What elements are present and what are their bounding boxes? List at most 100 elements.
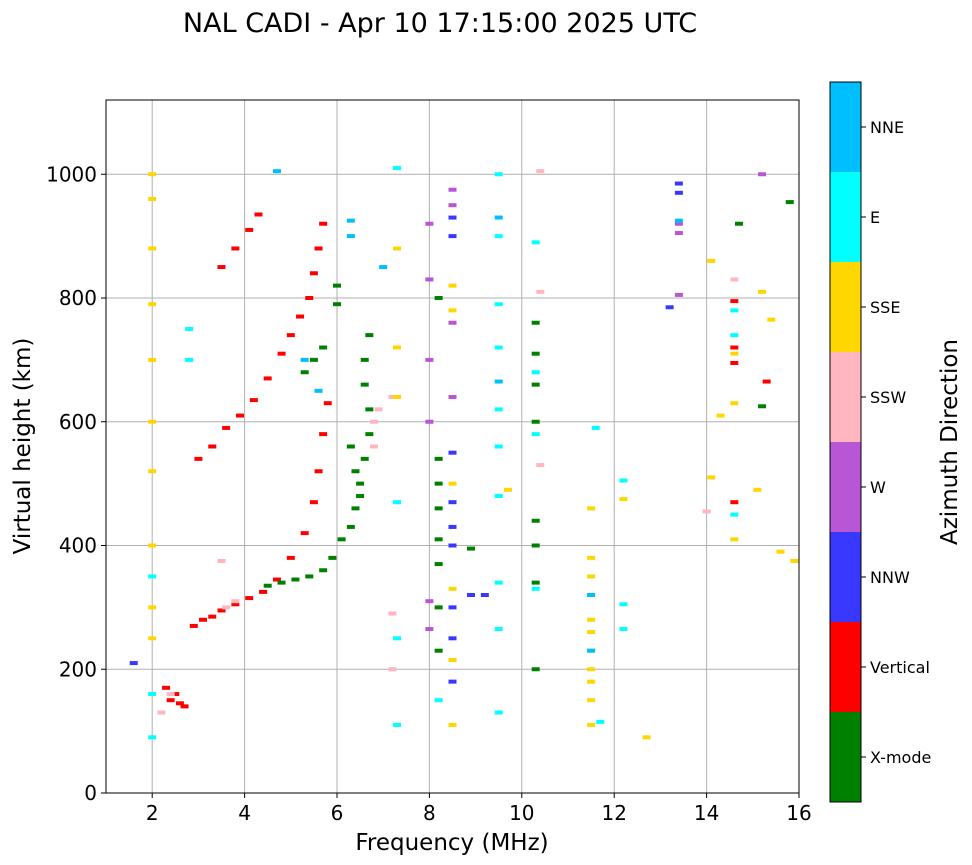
data-point-vertical xyxy=(175,701,184,706)
data-point-vertical xyxy=(296,314,305,319)
data-point-x-mode xyxy=(758,404,767,409)
data-point-x-mode xyxy=(365,333,374,338)
data-point-x-mode xyxy=(333,302,341,307)
data-point-w xyxy=(425,277,434,282)
data-point-vertical xyxy=(263,376,272,381)
data-point-x-mode xyxy=(434,648,443,653)
data-point-ssw xyxy=(388,611,397,616)
data-point-e xyxy=(494,302,503,307)
colorbar-label-item: NNW xyxy=(870,568,910,587)
data-point-sse xyxy=(587,630,596,635)
data-point-sse xyxy=(448,586,457,591)
data-point-e xyxy=(148,735,157,740)
data-point-x-mode xyxy=(277,580,286,585)
data-point-ssw xyxy=(374,407,383,412)
data-point-e xyxy=(619,627,628,632)
data-point-e xyxy=(494,234,503,239)
data-point-w xyxy=(674,231,683,236)
data-point-vertical xyxy=(300,531,309,536)
data-point-nnw xyxy=(448,215,457,220)
data-point-e xyxy=(494,407,503,412)
data-point-vertical xyxy=(222,425,231,430)
data-point-e xyxy=(393,500,402,505)
data-point-w xyxy=(674,292,683,297)
data-point-vertical xyxy=(309,500,318,505)
data-point-vertical xyxy=(217,608,226,613)
data-point-x-mode xyxy=(360,456,369,461)
colorbar-label: Azimuth Direction xyxy=(937,339,963,545)
data-point-e xyxy=(730,333,739,338)
colorbar-label-item: NNE xyxy=(870,118,904,137)
data-point-x-mode xyxy=(360,357,369,362)
data-point-sse xyxy=(707,258,716,263)
x-tick-label: 12 xyxy=(601,801,626,825)
colorbar-segment xyxy=(830,622,861,712)
data-point-e xyxy=(494,627,503,632)
data-point-e xyxy=(494,580,503,585)
data-point-nnw xyxy=(448,605,457,610)
data-point-ssw xyxy=(369,419,378,424)
colorbar-segment xyxy=(830,442,861,532)
data-point-nnw xyxy=(448,500,457,505)
data-point-ssw xyxy=(222,605,231,610)
data-point-x-mode xyxy=(434,456,443,461)
x-tick-label: 2 xyxy=(146,801,159,825)
data-point-sse xyxy=(448,308,457,313)
data-point-x-mode xyxy=(734,221,743,226)
data-point-nne xyxy=(346,234,355,239)
y-tick-label: 600 xyxy=(59,410,97,434)
plot-frame xyxy=(105,99,800,794)
data-point-vertical xyxy=(245,596,254,601)
data-point-e xyxy=(591,425,600,430)
data-point-sse xyxy=(148,246,157,251)
data-point-nnw xyxy=(448,636,457,641)
data-point-nnw xyxy=(466,593,475,597)
data-point-sse xyxy=(730,537,739,542)
data-point-vertical xyxy=(180,704,189,709)
data-point-sse xyxy=(148,469,157,474)
data-point-x-mode xyxy=(337,537,346,542)
colorbar-label-item: W xyxy=(870,478,886,497)
data-point-x-mode xyxy=(360,382,369,387)
colorbar-segment xyxy=(830,352,861,442)
y-axis-label: Virtual height (km) xyxy=(10,338,36,555)
data-point-ssw xyxy=(231,599,240,604)
colorbar-frame xyxy=(829,81,862,803)
data-point-x-mode xyxy=(531,543,540,548)
colorbar-segment xyxy=(830,172,861,262)
colorbar-segment xyxy=(830,712,861,802)
data-point-x-mode xyxy=(466,546,475,551)
data-point-vertical xyxy=(208,614,217,619)
data-point-nnw xyxy=(448,234,457,239)
data-point-ssw xyxy=(157,710,166,715)
data-point-sse xyxy=(730,401,739,406)
data-point-w xyxy=(425,627,434,632)
data-point-sse xyxy=(148,419,157,424)
data-point-x-mode xyxy=(346,444,355,449)
data-point-nne xyxy=(300,357,309,362)
data-point-e xyxy=(531,432,540,437)
data-point-x-mode xyxy=(531,419,540,424)
data-point-w xyxy=(448,395,457,399)
data-point-sse xyxy=(758,289,767,294)
data-point-ssw xyxy=(388,395,397,399)
data-point-sse xyxy=(448,722,457,727)
data-point-x-mode xyxy=(351,469,360,474)
data-point-vertical xyxy=(162,685,171,690)
data-point-sse xyxy=(587,506,596,511)
data-point-vertical xyxy=(314,246,323,251)
data-point-x-mode xyxy=(434,605,443,610)
data-point-vertical xyxy=(217,265,226,270)
data-point-vertical xyxy=(199,617,208,622)
data-point-sse xyxy=(148,543,157,548)
data-point-vertical xyxy=(277,351,286,356)
data-point-nne xyxy=(494,379,503,384)
data-point-x-mode xyxy=(531,667,540,672)
data-point-nnw xyxy=(674,181,683,186)
data-point-sse xyxy=(503,487,512,492)
data-point-ssw xyxy=(536,463,545,468)
data-point-vertical xyxy=(259,589,268,594)
data-point-e xyxy=(494,172,503,177)
x-tick-label: 6 xyxy=(331,801,344,825)
data-point-x-mode xyxy=(531,351,540,356)
